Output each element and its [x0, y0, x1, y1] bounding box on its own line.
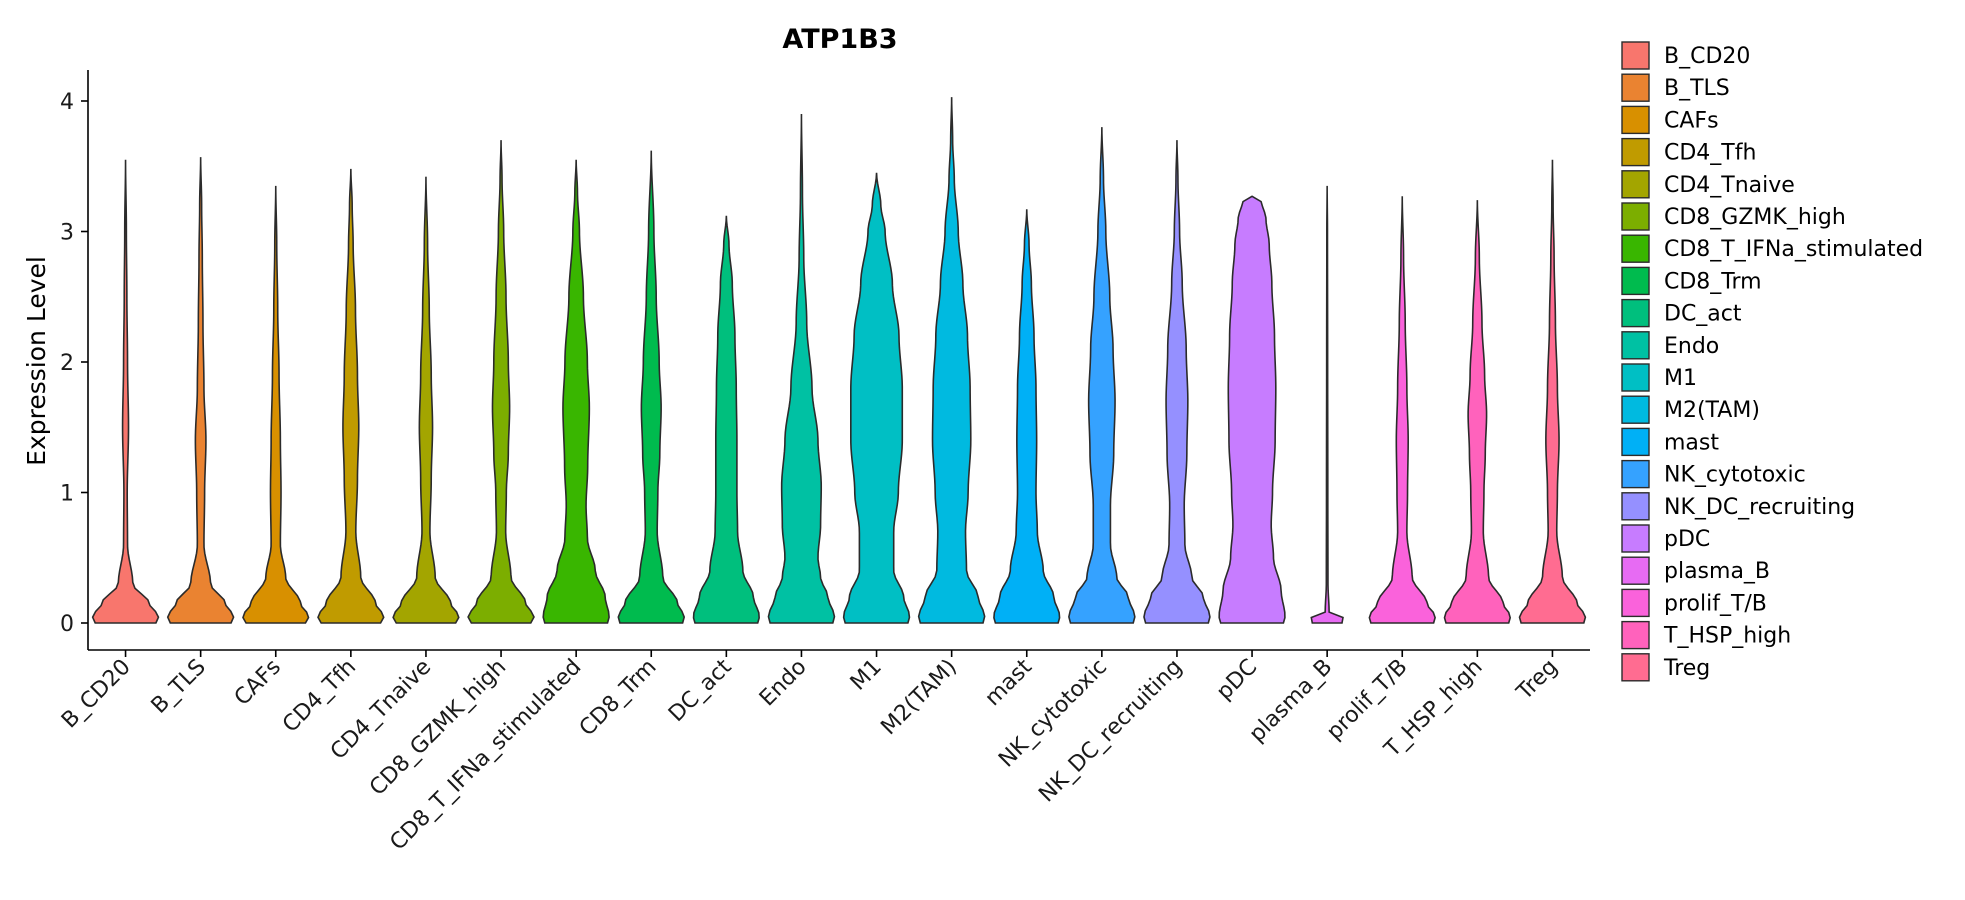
x-tick-label: B_CD20	[57, 655, 136, 734]
x-tick-label: B_TLS	[147, 655, 211, 719]
legend-swatch	[1621, 653, 1650, 682]
x-tick-label: DC_act	[664, 654, 737, 727]
violin-mast	[993, 209, 1061, 624]
legend-label: plasma_B	[1664, 559, 1770, 584]
violin-pdc	[1218, 195, 1286, 624]
legend-label: T_HSP_high	[1663, 624, 1791, 649]
legend-swatch	[1621, 105, 1650, 135]
legend-label: B_CD20	[1664, 44, 1750, 69]
violin-cd4-tnaive	[392, 176, 460, 624]
violin-nk-cytotoxic	[1068, 127, 1136, 624]
x-tick-label: M1	[846, 655, 887, 696]
legend-label: CAFs	[1664, 108, 1719, 133]
x-axis: B_CD20 B_TLS CAFsCD4_TfhCD4_TnaiveCD8_GZMK…	[57, 649, 1590, 855]
legend-label: M1	[1664, 366, 1697, 391]
violin-cafs	[242, 185, 310, 624]
legend-swatch	[1621, 73, 1650, 102]
violin-b-tls	[166, 157, 235, 624]
violin-nk-dc-recruiting	[1143, 140, 1211, 624]
legend-label: CD4_Tfh	[1664, 141, 1756, 166]
y-tick-label: 4	[60, 90, 74, 115]
legend-swatch	[1621, 363, 1650, 392]
x-tick-label: Treg	[1512, 655, 1563, 706]
x-tick-label: pDC	[1212, 655, 1262, 705]
x-tick-label: NK_DC_recruiting	[1034, 655, 1187, 808]
legend-label: CD8_Trm	[1664, 269, 1762, 294]
legend-swatch	[1621, 588, 1650, 618]
violin-cd8-t-ifna-stimulated	[542, 159, 610, 624]
x-tick-label: mast	[980, 654, 1037, 711]
y-tick-label: 2	[60, 351, 74, 376]
legend-swatch	[1621, 395, 1650, 424]
violin-cd8-gzmk-high	[467, 140, 535, 624]
x-tick-label: Endo	[755, 655, 812, 712]
violin-cd8-trm	[617, 150, 686, 624]
violin-cd4-tfh	[317, 168, 385, 624]
x-tick-label: M2(TAM)	[876, 655, 961, 740]
violin-treg	[1518, 159, 1587, 624]
y-axis: 0 1 2 3 4	[60, 70, 89, 650]
legend-label: mast	[1664, 430, 1719, 455]
legend-label: NK_DC_recruiting	[1664, 495, 1855, 520]
violins-group	[91, 97, 1587, 624]
violin-dc-act	[692, 215, 760, 624]
y-tick-label: 0	[60, 612, 74, 637]
legend-label: Treg	[1663, 656, 1710, 681]
legend-swatch	[1621, 556, 1650, 585]
legend-swatch	[1621, 620, 1650, 650]
legend-label: Endo	[1664, 334, 1719, 359]
violin-endo	[767, 114, 836, 624]
legend-swatch	[1621, 234, 1650, 263]
legend-swatch	[1621, 41, 1650, 70]
legend-swatch	[1621, 137, 1650, 167]
violin-prolif-t-b	[1368, 196, 1436, 624]
chart-title: ATP1B3	[782, 24, 897, 55]
legend-label: pDC	[1664, 527, 1710, 552]
legend-swatch	[1621, 492, 1650, 521]
legend-label: CD4_Tnaive	[1664, 173, 1795, 198]
legend-swatch	[1621, 202, 1650, 231]
x-tick-label: CD8_Trm	[575, 655, 662, 742]
violin-b-cd20	[91, 159, 160, 624]
legend-swatch	[1621, 298, 1650, 328]
legend-label: B_TLS	[1664, 76, 1730, 101]
y-tick-label: 3	[60, 221, 74, 246]
legend-swatch	[1621, 524, 1650, 553]
x-tick-label: CAFs	[230, 655, 286, 711]
y-axis-title: Expression Level	[22, 256, 51, 466]
legend-swatch	[1621, 331, 1650, 360]
violin-plasma-b	[1310, 185, 1344, 624]
legend-label: prolif_T/B	[1664, 591, 1767, 616]
legend-label: M2(TAM)	[1664, 398, 1760, 423]
legend-label: CD8_GZMK_high	[1664, 205, 1846, 230]
x-tick-label: CD8_GZMK_high	[365, 655, 511, 801]
x-tick-label: plasma_B	[1245, 655, 1338, 748]
legend-swatch	[1621, 266, 1650, 296]
y-tick-label: 1	[60, 482, 74, 507]
legend-swatch	[1621, 459, 1650, 489]
legend-label: CD8_T_IFNa_stimulated	[1664, 237, 1923, 262]
violin-m2-tam-	[917, 97, 986, 624]
violin-m1	[842, 172, 911, 624]
violin-t-hsp-high	[1443, 200, 1512, 624]
legend: B_CD20 B_TLS CAFs CD4_Tfh CD4_Tnaive CD8_GZMK…	[1621, 41, 1923, 682]
legend-swatch	[1621, 170, 1650, 199]
legend-swatch	[1621, 427, 1650, 457]
legend-label: DC_act	[1664, 302, 1742, 327]
legend-label: NK_cytotoxic	[1664, 463, 1806, 488]
